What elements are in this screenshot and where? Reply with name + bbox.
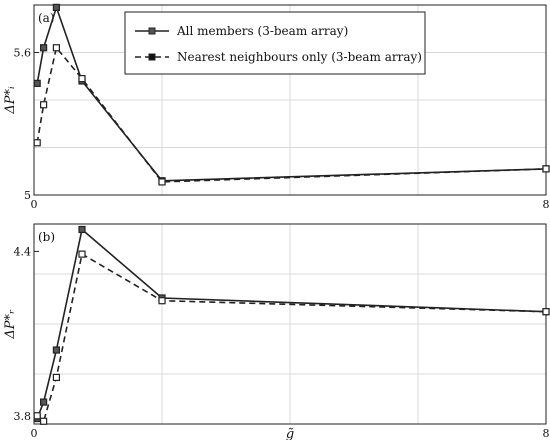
panel-label: (b)	[38, 230, 55, 244]
series-line-nearest-neighbours	[36, 45, 547, 183]
x-axis-label: g̃	[286, 427, 294, 440]
plot-frame	[33, 4, 547, 196]
x-tick-label: 8	[543, 198, 550, 211]
series-line-all-members	[36, 4, 547, 182]
data-point-all-members	[39, 398, 48, 406]
y-tick-label: 4.4	[14, 245, 32, 258]
panel-b: 3.8 4.4 0 8 (b) ΔP*ᵣ g̃	[3, 223, 550, 440]
data-point-nearest-neighbours	[542, 165, 550, 173]
data-point-nearest-neighbours	[52, 373, 61, 382]
series-line-nearest-neighbours	[36, 252, 547, 423]
legend-entry: Nearest neighbours only (3-beam array)	[177, 50, 422, 64]
data-point-nearest-neighbours	[52, 44, 61, 52]
y-axis-label: ΔP*ᵣ	[3, 309, 18, 340]
data-point-nearest-neighbours	[33, 139, 41, 147]
x-tick-label: 8	[543, 427, 550, 440]
y-tick-label: 3.8	[14, 410, 32, 423]
legend-marker	[148, 53, 156, 61]
data-point-nearest-neighbours	[78, 250, 86, 258]
data-point-all-members	[39, 44, 48, 52]
data-point-all-members	[52, 346, 61, 354]
panel-label: (a)	[38, 11, 55, 25]
legend-entry: All members (3-beam array)	[176, 24, 348, 38]
legend-marker	[148, 27, 156, 35]
data-point-all-members	[33, 79, 41, 87]
data-point-all-members	[78, 225, 86, 234]
y-tick-label: 5.6	[14, 47, 32, 60]
data-point-nearest-neighbours	[78, 75, 86, 83]
data-point-all-members	[52, 3, 61, 11]
data-point-nearest-neighbours	[39, 417, 48, 425]
legend-box	[124, 11, 426, 75]
data-point-nearest-neighbours	[158, 178, 166, 186]
data-point-nearest-neighbours	[39, 101, 48, 109]
panel-a: 5 5.6 0 8 (a) ΔP*ᵢ All members (3-beam array) N…	[3, 3, 550, 211]
plot-frame	[33, 223, 547, 425]
data-point-nearest-neighbours	[158, 297, 166, 305]
y-axis-label: ΔP*ᵢ	[3, 86, 18, 115]
y-tick-label: 5	[24, 189, 31, 202]
data-point-nearest-neighbours	[542, 308, 550, 316]
legend: All members (3-beam array) Nearest neighb…	[124, 11, 426, 75]
x-tick-label: 0	[31, 427, 38, 440]
x-tick-label: 0	[31, 198, 38, 211]
data-point-nearest-neighbours	[33, 412, 41, 420]
